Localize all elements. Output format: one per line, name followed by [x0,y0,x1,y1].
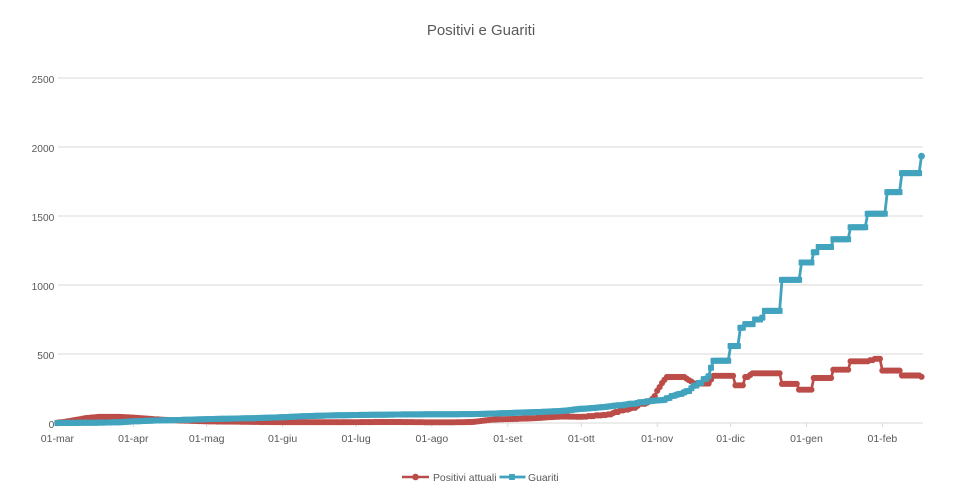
svg-text:1000: 1000 [32,282,55,293]
svg-text:01-mar: 01-mar [41,433,75,445]
svg-text:01-gen: 01-gen [790,433,823,445]
svg-text:01-nov: 01-nov [641,433,674,445]
svg-text:2500: 2500 [32,75,55,86]
svg-text:1500: 1500 [32,213,55,224]
svg-text:Positivi e Guariti: Positivi e Guariti [427,22,535,39]
svg-text:01-mag: 01-mag [189,433,225,445]
svg-text:01-ago: 01-ago [416,433,449,445]
svg-text:01-giu: 01-giu [268,433,297,445]
svg-text:01-apr: 01-apr [118,433,149,445]
svg-text:01-feb: 01-feb [868,433,898,445]
svg-text:2000: 2000 [32,144,55,155]
svg-text:0: 0 [49,420,55,431]
svg-text:Positivi attuali: Positivi attuali [433,473,497,484]
svg-text:01-ott: 01-ott [568,433,595,445]
svg-text:Guariti: Guariti [528,473,559,484]
svg-text:01-set: 01-set [493,433,522,445]
svg-text:500: 500 [37,351,54,362]
svg-text:01-lug: 01-lug [341,433,370,445]
svg-text:01-dic: 01-dic [716,433,745,445]
